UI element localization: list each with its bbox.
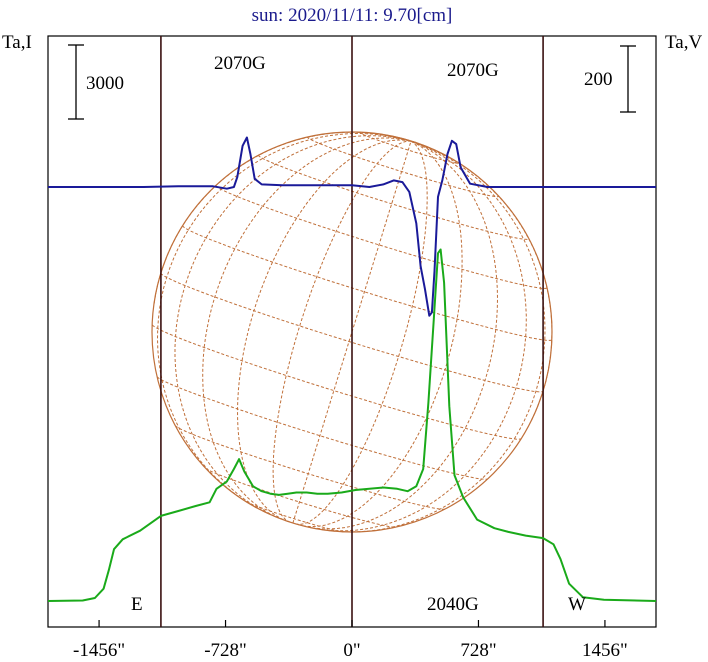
data-series (47, 136, 657, 602)
grid-parallel (151, 324, 522, 440)
annotation-2040g: 2040G (427, 594, 479, 615)
right-axis-label: Ta,V (665, 32, 702, 53)
grid-meridian (156, 132, 412, 513)
grid-meridian (322, 140, 546, 533)
grid-parallel (307, 136, 500, 198)
scale-bar-right: 200 (584, 45, 636, 113)
grid-meridian (202, 137, 412, 519)
x-axis: -1456" -728" 0" 728" 1456" (73, 620, 628, 661)
grid-parallel (359, 131, 460, 164)
scale-right-label: 200 (584, 69, 613, 90)
grid-meridian (307, 140, 499, 530)
limb-east-label: E (131, 594, 143, 615)
scale-left-label: 3000 (86, 73, 124, 94)
grid-meridian (272, 140, 412, 523)
annotation-2070g-east: 2070G (214, 53, 266, 74)
series-line-polarization (48, 136, 656, 317)
limb-lines (160, 36, 544, 627)
grid-parallel (182, 225, 553, 341)
grid-meridian (174, 135, 412, 518)
grid-parallel (245, 501, 344, 533)
x-tick-label: 1456" (582, 640, 628, 661)
series-line-intensity (47, 248, 657, 602)
left-axis-label: Ta,I (2, 32, 32, 53)
chart-title: sun: 2020/11/11: 9.70[cm] (252, 5, 453, 26)
grid-parallel (258, 154, 530, 240)
x-tick-label: -728" (204, 640, 247, 661)
grid-meridian (292, 141, 412, 524)
limb-west-label: W (568, 594, 586, 615)
x-tick-label: -1456" (73, 640, 125, 661)
grid-parallel (156, 376, 488, 480)
grid-meridian (310, 140, 527, 532)
x-tick-label: 728" (460, 640, 496, 661)
grid-meridian (295, 140, 428, 525)
grid-parallel (205, 467, 396, 528)
x-tick-label: 0" (343, 640, 360, 661)
annotation-2070g-west: 2070G (447, 60, 499, 81)
scale-bar-left: 3000 (68, 44, 124, 120)
